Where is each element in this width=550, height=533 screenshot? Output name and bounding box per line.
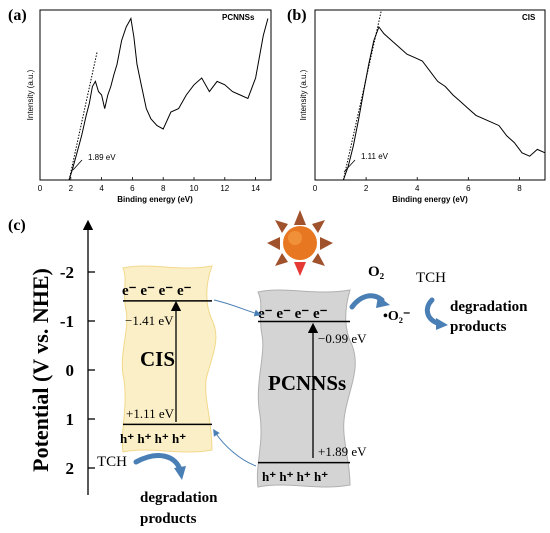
pcnnss-cb-label: −0.99 eV bbox=[318, 331, 367, 346]
panel-a-ylabel: Intensity (a.u.) bbox=[26, 69, 35, 120]
a-xtick-label: 6 bbox=[130, 184, 135, 193]
deg-bottom-line2: products bbox=[140, 511, 197, 527]
cis-band bbox=[121, 265, 217, 453]
a-xtick-label: 14 bbox=[251, 184, 260, 193]
pcnnss-vb-label: +1.89 eV bbox=[318, 444, 367, 459]
a-xtick-label: 12 bbox=[220, 184, 229, 193]
panel-a-tangent bbox=[68, 52, 98, 181]
potential-axis-label: Potential (V vs. NHE) bbox=[28, 268, 53, 472]
b-xtick-label: 0 bbox=[313, 184, 318, 193]
o2-label: O₂ bbox=[368, 264, 385, 280]
panel-b-ticks: 0 2 4 6 8 bbox=[313, 177, 522, 193]
panel-a-annotation-pointer bbox=[72, 159, 83, 171]
panel-a-label: (a) bbox=[8, 7, 27, 24]
panel-c-label: (c) bbox=[8, 217, 26, 234]
cis-holes: h⁺ h⁺ h⁺ h⁺ bbox=[120, 431, 186, 446]
hole-transfer-arrow bbox=[213, 429, 257, 467]
cis-name: CIS bbox=[140, 347, 175, 371]
potential-tick-label: -2 bbox=[60, 263, 74, 282]
panel-b-annotation: 1.11 eV bbox=[361, 152, 389, 161]
panel-c: (c) Potential (V vs. NHE) -2 -1 0 1 2 bbox=[8, 210, 528, 527]
a-xtick-label: 4 bbox=[99, 184, 104, 193]
b-xtick-label: 2 bbox=[364, 184, 369, 193]
panel-b: (b) CIS Intensity (a.u.) Binding energy … bbox=[287, 7, 546, 204]
a-xtick-label: 10 bbox=[190, 184, 199, 193]
tch-bottom-label: TCH bbox=[97, 454, 127, 470]
pcnnss-name: PCNNSs bbox=[268, 371, 346, 395]
panel-b-xlabel: Binding energy (eV) bbox=[392, 195, 468, 204]
b-xtick-label: 6 bbox=[466, 184, 471, 193]
potential-tick-label: -1 bbox=[60, 312, 74, 331]
panel-b-frame bbox=[314, 9, 546, 181]
deg-top-line1: degradation bbox=[450, 299, 528, 315]
tch-top-arrowhead bbox=[436, 318, 448, 330]
panel-a-annotation: 1.89 eV bbox=[88, 153, 116, 162]
tch-top-label: TCH bbox=[416, 270, 446, 286]
potential-axis-ticks: -2 -1 0 1 2 bbox=[60, 263, 95, 478]
sun-icon bbox=[267, 210, 333, 276]
panel-a-title: PCNNSs bbox=[222, 13, 255, 22]
cis-electrons: e⁻ e⁻ e⁻ e⁻ bbox=[122, 283, 192, 299]
panel-a: (a) PCNNSs Intensity (a.u.) Binding ener… bbox=[8, 7, 272, 204]
potential-tick-label: 1 bbox=[66, 410, 75, 429]
pcnnss-band bbox=[256, 289, 356, 488]
tch-bottom-arrow bbox=[133, 453, 183, 473]
superoxide-label: •O₂⁻ bbox=[383, 309, 410, 324]
b-xtick-label: 8 bbox=[517, 184, 522, 193]
panel-a-xlabel: Binding energy (eV) bbox=[117, 195, 193, 204]
electron-transfer-arrow bbox=[213, 299, 262, 317]
panel-b-series-line bbox=[315, 25, 546, 181]
cis-cb-label: −1.41 eV bbox=[125, 313, 174, 328]
pcnnss-electrons: e⁻ e⁻ e⁻ e⁻ bbox=[258, 306, 328, 322]
panel-a-series-line bbox=[40, 16, 269, 181]
b-xtick-label: 4 bbox=[415, 184, 420, 193]
pcnnss-holes: h⁺ h⁺ h⁺ h⁺ bbox=[262, 469, 328, 484]
deg-bottom-line1: degradation bbox=[140, 490, 218, 506]
a-xtick-label: 8 bbox=[161, 184, 166, 193]
panel-b-label: (b) bbox=[287, 7, 307, 24]
tch-bottom-arrowhead bbox=[174, 466, 186, 480]
a-xtick-label: 0 bbox=[38, 184, 43, 193]
potential-tick-label: 0 bbox=[66, 361, 75, 380]
a-xtick-label: 2 bbox=[69, 184, 74, 193]
panel-a-ticks: 0 2 4 6 8 10 12 14 bbox=[38, 177, 261, 193]
o2-reduction-arrowhead bbox=[376, 296, 390, 308]
deg-top-line2: products bbox=[450, 319, 507, 335]
panel-b-annotation-pointer bbox=[343, 159, 356, 173]
cis-vb-label: +1.11 eV bbox=[126, 406, 175, 421]
panel-b-title: CIS bbox=[522, 13, 536, 22]
panel-b-ylabel: Intensity (a.u.) bbox=[299, 69, 308, 120]
panel-a-frame bbox=[39, 9, 272, 181]
potential-tick-label: 2 bbox=[66, 459, 75, 478]
